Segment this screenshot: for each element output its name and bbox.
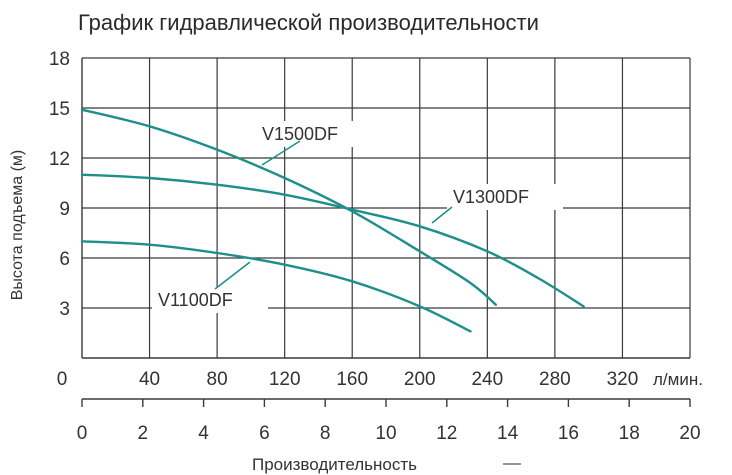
secondary-x-tick-label: 4: [198, 423, 209, 444]
secondary-x-tick-label: 6: [259, 423, 270, 444]
x-tick-label: 160: [336, 369, 368, 390]
series-label-bg: [152, 287, 268, 313]
series-line-v1500df: [80, 108, 497, 306]
curves: [80, 108, 585, 333]
secondary-x-tick-label: 8: [320, 423, 331, 444]
series-line-v1300df: [80, 173, 585, 308]
secondary-x-tick-label: 12: [436, 423, 457, 444]
ticks: 3 6 9 12 15 18 0 40 80 120 160 200 240 280 320 0 2 4 6 8 10 1…: [49, 49, 701, 444]
secondary-x-tick-label: 18: [619, 423, 640, 444]
y-tick-label: 9: [59, 199, 70, 220]
secondary-x-tick-label: 0: [77, 423, 88, 444]
series-leader-line: [261, 140, 301, 166]
series-line-v1100df: [80, 240, 472, 333]
y-axis-label: Высота подъема (м): [9, 150, 26, 300]
series-leader-line: [431, 206, 453, 224]
chart-title: График гидравлической производительности: [78, 10, 539, 35]
series-label-v1100df: V1100DF: [158, 290, 233, 310]
secondary-x-tick-label: 20: [679, 423, 700, 444]
y-tick-label: 15: [49, 99, 70, 120]
series-labels: V1500DF V1300DF V1100DF: [152, 121, 563, 313]
x-tick-label: 200: [404, 369, 436, 390]
series-label-v1500df: V1500DF: [262, 124, 338, 144]
y-tick-label: 18: [49, 49, 70, 70]
series-leader-line: [214, 261, 251, 290]
x-axis-unit: л/мин.: [653, 370, 703, 389]
y-tick-label: 12: [49, 149, 70, 170]
x-tick-label: 320: [607, 369, 639, 390]
x-tick-label: 120: [269, 369, 301, 390]
secondary-x-tick-label: 10: [375, 423, 396, 444]
y-tick-label: 6: [59, 249, 70, 270]
x-tick-label: 40: [139, 369, 160, 390]
x-tick-label: 80: [207, 369, 228, 390]
x-tick-label: 280: [539, 369, 571, 390]
grid: [81, 57, 691, 400]
x-tick-label: 0: [57, 369, 68, 390]
series-label-bg: [447, 184, 563, 210]
series-label-v1300df: V1300DF: [453, 187, 529, 207]
secondary-x-tick-label: 16: [558, 423, 579, 444]
series-label-bg: [256, 121, 372, 147]
x-tick-label: 240: [471, 369, 503, 390]
secondary-x-tick-label: 2: [138, 423, 149, 444]
y-tick-label: 3: [59, 299, 70, 320]
x-axis-label: Производительность: [252, 455, 417, 474]
secondary-x-tick-label: 14: [497, 423, 519, 444]
